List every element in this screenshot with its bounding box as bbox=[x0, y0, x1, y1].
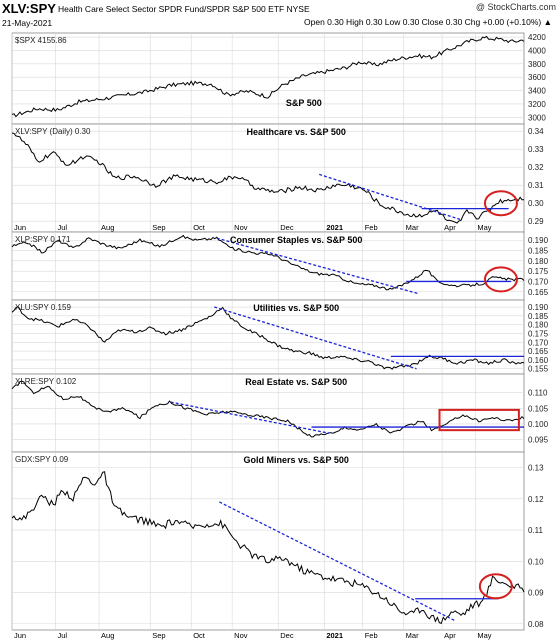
panel-frame bbox=[11, 123, 525, 233]
price-line bbox=[11, 305, 525, 370]
y-tick-label: 0.165 bbox=[528, 288, 549, 297]
panel-title: Consumer Staples vs. S&P 500 bbox=[230, 235, 362, 245]
price-line bbox=[11, 471, 525, 625]
x-tick-label-top: May bbox=[477, 223, 491, 232]
y-tick-label: 3400 bbox=[528, 87, 546, 96]
panel-legend: $SPX 4155.86 bbox=[15, 36, 67, 45]
panel-legend: XLV:SPY (Daily) 0.30 bbox=[15, 127, 91, 136]
x-tick-label-bottom: Feb bbox=[365, 631, 378, 640]
x-tick-label-bottom: May bbox=[477, 631, 491, 640]
y-tick-label: 0.175 bbox=[528, 329, 549, 338]
trendline bbox=[170, 401, 330, 434]
y-tick-label: 0.10 bbox=[528, 557, 544, 566]
y-tick-label: 0.12 bbox=[528, 495, 544, 504]
trendline bbox=[214, 306, 417, 370]
y-tick-label: 0.30 bbox=[528, 199, 544, 208]
chart-date: 21-May-2021 bbox=[2, 18, 53, 28]
y-tick-label: 0.13 bbox=[528, 464, 544, 473]
x-tick-label-top: Dec bbox=[280, 223, 294, 232]
panel-frame bbox=[11, 231, 525, 301]
x-tick-label-bottom: Nov bbox=[234, 631, 248, 640]
y-tick-label: 0.29 bbox=[528, 217, 544, 226]
x-tick-label-top: Oct bbox=[193, 223, 206, 232]
y-tick-label: 0.170 bbox=[528, 338, 549, 347]
y-tick-label: 0.165 bbox=[528, 347, 549, 356]
x-tick-label-top: Jul bbox=[58, 223, 68, 232]
y-tick-label: 0.105 bbox=[528, 404, 549, 413]
x-tick-label-bottom: Apr bbox=[444, 631, 456, 640]
y-tick-label: 0.11 bbox=[528, 526, 544, 535]
x-tick-label-bottom: Oct bbox=[193, 631, 206, 640]
highlight-circle bbox=[483, 190, 518, 217]
y-tick-label: 3000 bbox=[528, 113, 546, 122]
x-tick-label-top: Feb bbox=[365, 223, 378, 232]
symbol-title: XLV:SPY bbox=[2, 1, 56, 16]
panel-title: Utilities vs. S&P 500 bbox=[253, 303, 339, 313]
y-tick-label: 0.32 bbox=[528, 163, 544, 172]
highlight-box bbox=[438, 408, 520, 432]
x-tick-label-bottom: Aug bbox=[101, 631, 114, 640]
y-tick-label: 0.190 bbox=[528, 303, 549, 312]
x-tick-label-bottom: 2021 bbox=[326, 631, 343, 640]
y-tick-label: 3600 bbox=[528, 73, 546, 82]
y-tick-label: 0.180 bbox=[528, 321, 549, 330]
y-tick-label: 0.175 bbox=[528, 267, 549, 276]
y-tick-label: 3200 bbox=[528, 100, 546, 109]
x-tick-label-bottom: Jul bbox=[58, 631, 68, 640]
x-tick-label-top: Mar bbox=[406, 223, 419, 232]
y-tick-label: 0.190 bbox=[528, 236, 549, 245]
panel-title: Gold Miners vs. S&P 500 bbox=[243, 455, 348, 465]
y-tick-label: 0.09 bbox=[528, 589, 544, 598]
price-line bbox=[11, 35, 525, 118]
panel-legend: GDX:SPY 0.09 bbox=[15, 455, 69, 464]
y-tick-label: 0.08 bbox=[528, 620, 544, 629]
x-tick-label-top: Sep bbox=[152, 223, 165, 232]
y-tick-label: 0.34 bbox=[528, 127, 544, 136]
x-tick-label-bottom: Jun bbox=[14, 631, 26, 640]
panel-frame bbox=[11, 32, 525, 125]
panel-legend: XLP:SPY 0.171 bbox=[15, 235, 71, 244]
x-tick-label-top: Apr bbox=[444, 223, 456, 232]
y-tick-label: 0.33 bbox=[528, 145, 544, 154]
y-tick-label: 0.185 bbox=[528, 312, 549, 321]
symbol-description: Health Care Select Sector SPDR Fund/SPDR… bbox=[58, 4, 310, 14]
y-tick-label: 4200 bbox=[528, 33, 546, 42]
ohlc-readout: Open 0.30 High 0.30 Low 0.30 Close 0.30 … bbox=[304, 17, 552, 27]
y-tick-label: 3800 bbox=[528, 60, 546, 69]
y-tick-label: 4000 bbox=[528, 46, 546, 55]
x-tick-label-bottom: Sep bbox=[152, 631, 165, 640]
y-tick-label: 0.170 bbox=[528, 277, 549, 286]
y-tick-label: 0.100 bbox=[528, 420, 549, 429]
panel-legend: XLRE:SPY 0.102 bbox=[15, 377, 77, 386]
y-tick-label: 0.110 bbox=[528, 389, 548, 398]
x-tick-label-bottom: Dec bbox=[280, 631, 294, 640]
y-tick-label: 0.160 bbox=[528, 356, 549, 365]
stockcharts-logo: @ StockCharts.com bbox=[475, 2, 556, 12]
chart-header: XLV:SPY Health Care Select Sector SPDR F… bbox=[0, 0, 560, 34]
x-tick-label-top: 2021 bbox=[326, 223, 343, 232]
y-tick-label: 0.155 bbox=[528, 365, 549, 374]
panel-title: S&P 500 bbox=[286, 98, 322, 108]
y-tick-label: 0.185 bbox=[528, 247, 549, 256]
x-tick-label-top: Aug bbox=[101, 223, 114, 232]
trendline bbox=[219, 501, 456, 622]
highlight-circle bbox=[483, 266, 518, 293]
panel-title: Real Estate vs. S&P 500 bbox=[245, 377, 347, 387]
x-tick-label-bottom: Mar bbox=[406, 631, 419, 640]
x-tick-label-top: Jun bbox=[14, 223, 26, 232]
y-tick-label: 0.31 bbox=[528, 181, 544, 190]
panel-legend: XLU:SPY 0.159 bbox=[15, 303, 71, 312]
y-tick-label: 0.095 bbox=[528, 436, 549, 445]
panel-title: Healthcare vs. S&P 500 bbox=[246, 127, 345, 137]
x-tick-label-top: Nov bbox=[234, 223, 248, 232]
panel-frame bbox=[11, 299, 525, 375]
y-tick-label: 0.180 bbox=[528, 257, 549, 266]
highlight-circle bbox=[478, 573, 513, 600]
